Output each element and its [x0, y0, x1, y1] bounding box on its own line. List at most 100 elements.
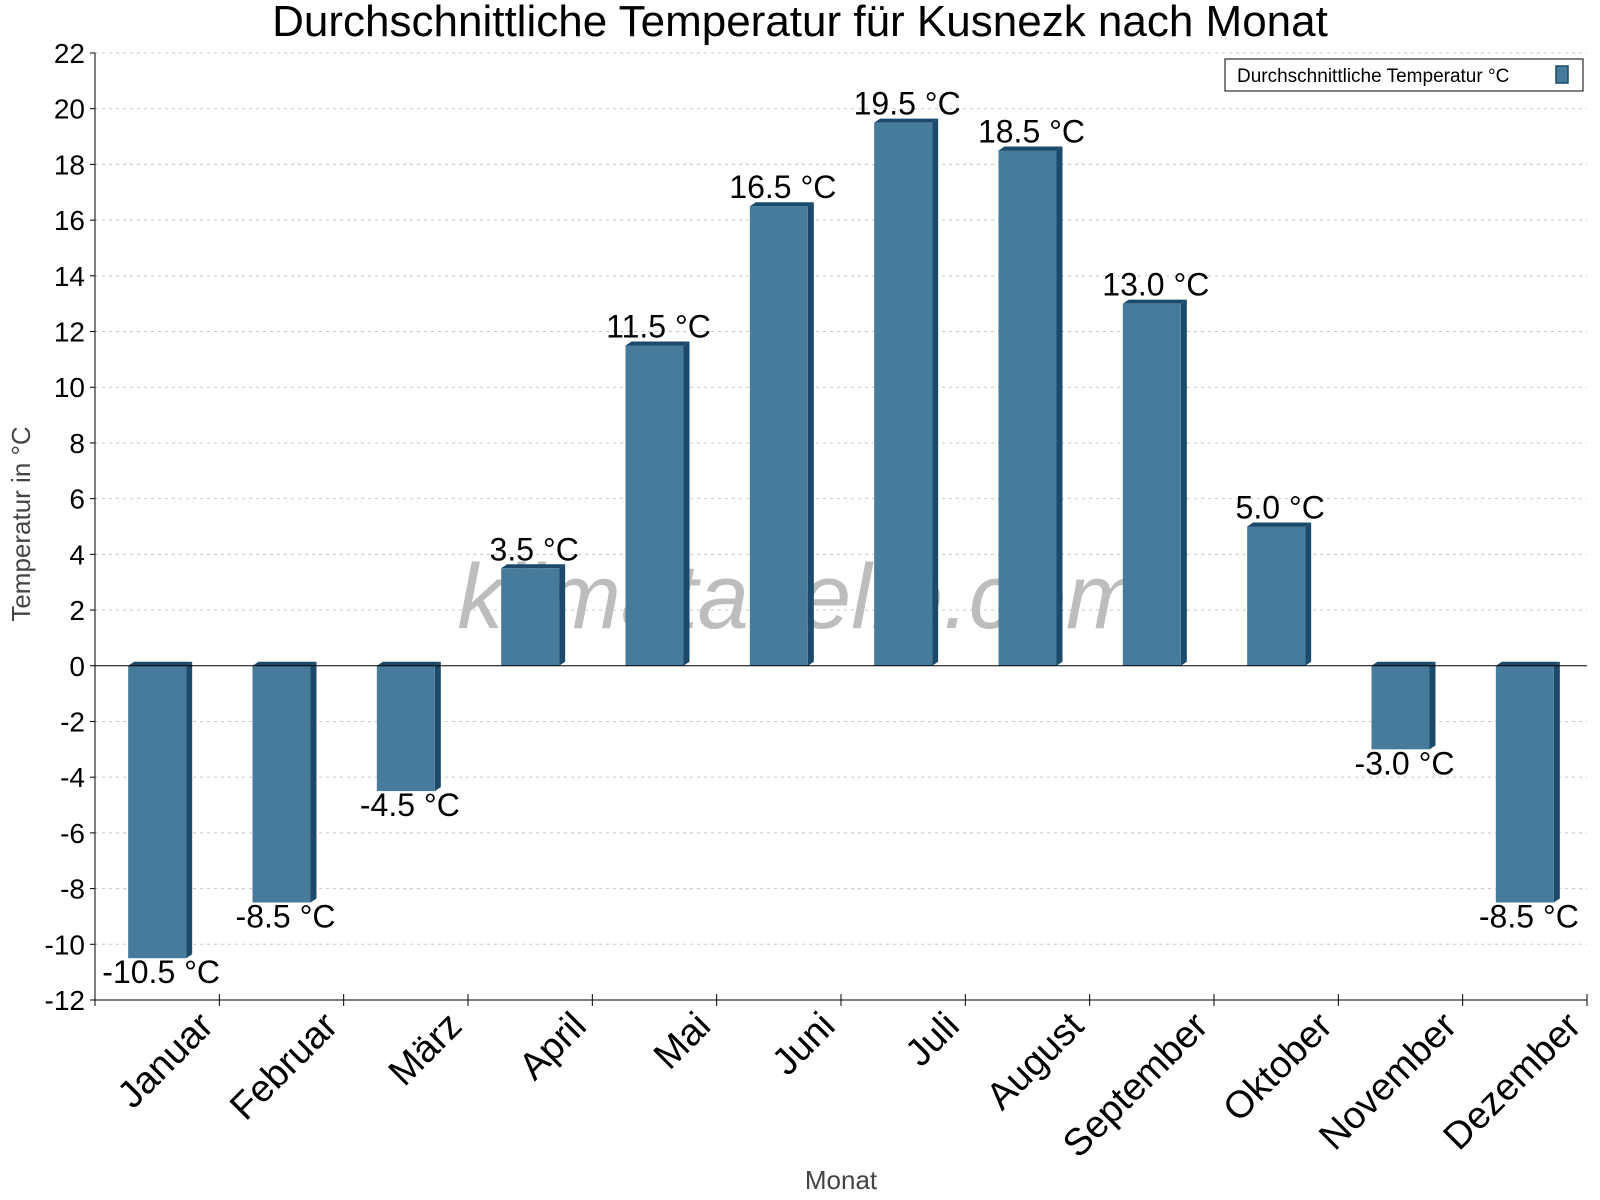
bar-front [1122, 303, 1181, 666]
bar-top [749, 202, 814, 207]
y-tick-label: 18 [54, 149, 85, 180]
bar-front [874, 122, 933, 666]
bar-top [874, 118, 939, 123]
y-tick-label: 6 [69, 484, 85, 515]
bar-front [1495, 665, 1554, 903]
bar-side [932, 118, 939, 666]
y-tick-label: 14 [54, 261, 85, 292]
y-tick-label: 22 [54, 38, 85, 69]
bar [1122, 299, 1187, 666]
x-tick-label: April [511, 1005, 594, 1088]
bar-front [998, 150, 1057, 666]
legend-label: Durchschnittliche Temperatur °C [1237, 66, 1509, 87]
bar [1495, 661, 1560, 903]
y-tick-label: -2 [60, 706, 85, 737]
bar-top [1247, 522, 1312, 527]
bar-top [501, 564, 566, 569]
bar-side [1056, 146, 1063, 666]
y-tick-label: 8 [69, 428, 85, 459]
data-label: 16.5 °C [729, 169, 836, 205]
bar-side [310, 661, 317, 903]
bar-top [376, 661, 441, 666]
bar [501, 564, 566, 666]
data-label: 11.5 °C [606, 308, 711, 344]
bar-front [376, 665, 435, 792]
x-tick-label: Mai [646, 1005, 719, 1078]
y-tick-label: 0 [69, 651, 85, 682]
data-label: 13.0 °C [1102, 267, 1209, 303]
axes [90, 52, 1588, 1006]
y-tick-label: 16 [54, 205, 85, 236]
legend-swatch [1555, 65, 1569, 84]
data-label: -10.5 °C [102, 954, 220, 990]
data-label: 19.5 °C [854, 86, 961, 122]
y-tick-label: -12 [45, 985, 85, 1016]
bar-top [1371, 661, 1436, 666]
bar [998, 146, 1063, 666]
bar [874, 118, 939, 666]
bar-side [1180, 299, 1187, 666]
x-tick-label: Februar [222, 1004, 346, 1128]
y-tick-label: -4 [60, 762, 85, 793]
bar-front [1247, 526, 1306, 666]
bar [376, 661, 441, 792]
bar-top [252, 661, 317, 666]
data-labels: -10.5 °C -8.5 °C -4.5 °C 3.5 °C 11.5 °C 16.5 … [102, 86, 1579, 991]
data-label: 3.5 °C [490, 531, 579, 567]
y-axis-label: Temperatur in °C [6, 426, 36, 621]
y-tick-label: 2 [69, 595, 85, 626]
bar-side [1305, 522, 1312, 666]
gridlines [95, 52, 1587, 1001]
y-tick-label: -8 [60, 874, 85, 905]
x-tick-label: Januar [110, 1004, 222, 1116]
bar [128, 661, 193, 959]
bar [1371, 661, 1436, 750]
bar-side [1429, 661, 1436, 750]
bar [749, 202, 814, 666]
legend: Durchschnittliche Temperatur °C [1224, 58, 1584, 92]
data-label: -8.5 °C [1479, 899, 1579, 935]
data-label: 5.0 °C [1236, 490, 1325, 526]
data-label: -3.0 °C [1355, 745, 1455, 781]
bar [252, 661, 317, 903]
bar-front [501, 568, 560, 666]
bar-top [1495, 661, 1560, 666]
x-tick-label: Juli [898, 1005, 968, 1075]
bar-top [625, 341, 690, 346]
bar-top [1122, 299, 1187, 304]
bar-series [128, 118, 1560, 959]
bar-side [186, 661, 193, 959]
bar-side [559, 564, 566, 666]
bar-side [683, 341, 690, 666]
bar-top [998, 146, 1063, 151]
x-tick-label: Oktober [1215, 1004, 1341, 1130]
legend-box [1224, 58, 1584, 92]
y-tick-label: -10 [45, 929, 85, 960]
y-tick-label: -6 [60, 818, 85, 849]
data-label: -8.5 °C [236, 899, 336, 935]
y-tick-label: 20 [54, 94, 85, 125]
data-label: 18.5 °C [978, 113, 1085, 149]
x-axis-label: Monat [805, 1165, 878, 1195]
x-tick-labels: Januar Februar März April Mai Juni Juli AugustS… [110, 1004, 1590, 1165]
bar-side [807, 202, 814, 666]
y-tick-label: 10 [54, 372, 85, 403]
bar-side [434, 661, 441, 792]
x-tick-label: Juni [764, 1005, 843, 1084]
bar-front [625, 345, 684, 666]
x-tick-label: März [381, 1005, 470, 1094]
bar-side [1553, 661, 1560, 903]
bar-front [128, 665, 187, 959]
data-label: -4.5 °C [360, 787, 460, 823]
bar-front [749, 206, 808, 666]
bar [625, 341, 690, 666]
bar-front [1371, 665, 1430, 750]
x-tick-label: August [979, 1004, 1093, 1118]
bar-front [252, 665, 311, 903]
y-tick-label: 12 [54, 317, 85, 348]
y-tick-label: 4 [69, 539, 85, 570]
bar [1247, 522, 1312, 666]
chart-title: Durchschnittliche Temperatur für Kusnezk… [272, 0, 1328, 46]
